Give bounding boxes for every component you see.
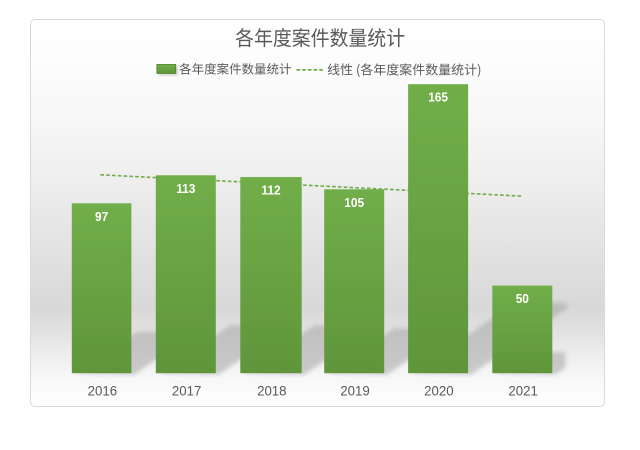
svg-text:2018: 2018 xyxy=(257,383,286,398)
svg-text:97: 97 xyxy=(95,209,108,224)
svg-text:50: 50 xyxy=(516,292,529,307)
svg-text:2016: 2016 xyxy=(88,383,117,398)
svg-text:2021: 2021 xyxy=(508,383,537,398)
svg-text:2019: 2019 xyxy=(340,383,369,398)
svg-text:112: 112 xyxy=(261,183,280,198)
svg-text:2020: 2020 xyxy=(424,383,453,398)
svg-text:113: 113 xyxy=(176,181,195,196)
svg-text:2017: 2017 xyxy=(172,383,201,398)
svg-text:165: 165 xyxy=(428,90,448,105)
svg-text:105: 105 xyxy=(344,195,364,210)
